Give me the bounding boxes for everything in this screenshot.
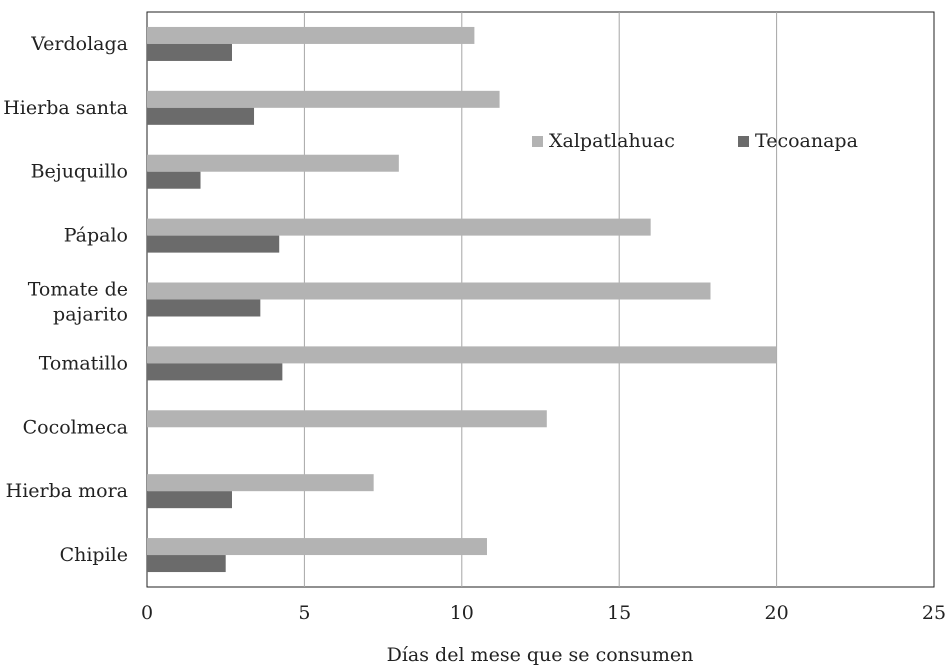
category-label: Tomatillo [39, 352, 128, 374]
bar-tecoanapa [147, 235, 280, 253]
bar-tecoanapa [147, 107, 255, 125]
category-label: Verdolaga [30, 33, 128, 55]
bar-tecoanapa [147, 491, 232, 509]
x-tick-label: 25 [922, 602, 946, 624]
x-tick-label: 5 [298, 602, 310, 624]
bar-tecoanapa [147, 171, 201, 189]
bar-xalpatlahuac [147, 26, 475, 44]
x-tick-labels: 0 5 10 15 20 25 [141, 602, 946, 624]
category-label: Tomate de pajarito [28, 279, 128, 326]
category-label: Hierba mora [6, 480, 128, 502]
category-label: Chipile [60, 544, 128, 566]
bar-tecoanapa [147, 363, 283, 381]
bar-xalpatlahuac [147, 282, 711, 300]
bar-tecoanapa [147, 299, 261, 317]
bar-xalpatlahuac [147, 90, 500, 108]
bar-xalpatlahuac [147, 346, 777, 364]
category-label: Pápalo [64, 225, 128, 247]
bar-xalpatlahuac [147, 410, 547, 428]
x-axis-title: Días del mese que se consumen [387, 644, 694, 666]
legend-swatch-tecoanapa [738, 136, 749, 147]
legend-swatch-xalpatlahuac [532, 136, 543, 147]
bar-tecoanapa [147, 43, 232, 61]
x-tick-label: 0 [141, 602, 153, 624]
legend: Xalpatlahuac Tecoanapa [532, 130, 858, 152]
x-tick-label: 10 [450, 602, 474, 624]
category-label: Cocolmeca [23, 416, 128, 438]
x-tick-label: 15 [607, 602, 631, 624]
bar-xalpatlahuac [147, 218, 651, 236]
x-tick-label: 20 [765, 602, 789, 624]
bar-xalpatlahuac [147, 538, 487, 556]
category-label: Hierba santa [3, 97, 128, 119]
bars [147, 26, 777, 573]
legend-label-xalpatlahuac: Xalpatlahuac [549, 130, 675, 152]
category-label: Bejuquillo [31, 161, 128, 183]
bar-xalpatlahuac [147, 154, 399, 172]
legend-label-tecoanapa: Tecoanapa [755, 130, 858, 152]
bar-tecoanapa [147, 555, 226, 573]
category-labels: Verdolaga Hierba santa Bejuquillo Pápalo Tom… [3, 33, 128, 566]
bar-xalpatlahuac [147, 474, 374, 492]
